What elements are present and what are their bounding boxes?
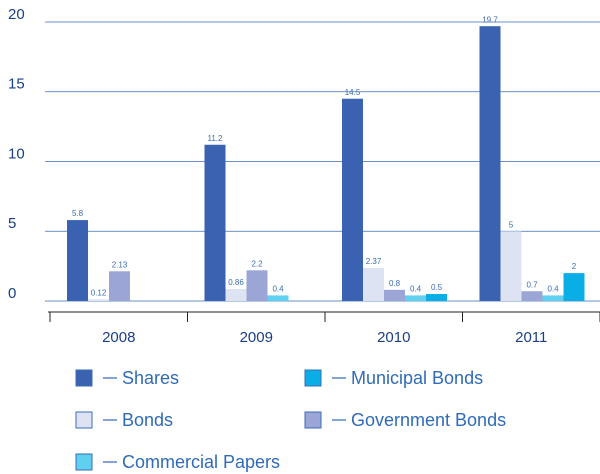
value-label: 2.13 xyxy=(112,260,128,269)
bar xyxy=(479,26,501,302)
value-label: 14.5 xyxy=(345,88,361,97)
bar xyxy=(342,98,363,301)
x-tick-label: 2010 xyxy=(377,329,410,346)
legend-label: Bonds xyxy=(122,410,173,430)
y-tick-label: 0 xyxy=(8,285,16,302)
value-label: 0.8 xyxy=(389,279,401,288)
legend-swatch xyxy=(304,411,322,429)
legend-swatch xyxy=(75,411,93,429)
x-tick-label: 2009 xyxy=(240,329,273,346)
legend-label: Municipal Bonds xyxy=(351,368,483,388)
bar xyxy=(225,289,247,301)
value-label: 2.2 xyxy=(251,259,263,268)
bar xyxy=(246,270,268,301)
value-label: 0.4 xyxy=(272,285,284,294)
value-label: 2.37 xyxy=(366,257,382,266)
y-tick-label: 5 xyxy=(8,215,16,232)
legend-label: Government Bonds xyxy=(351,410,506,430)
value-label: 0.4 xyxy=(547,285,559,294)
bar xyxy=(109,271,130,301)
legend-swatch xyxy=(304,369,322,387)
bar xyxy=(542,295,564,301)
bar xyxy=(267,295,289,301)
legend-label: Shares xyxy=(122,368,179,388)
y-tick-label: 20 xyxy=(8,6,25,23)
bar xyxy=(521,291,543,301)
value-label: 0.4 xyxy=(410,285,422,294)
legend-swatch xyxy=(75,369,93,387)
bar xyxy=(88,299,109,301)
value-label: 5.8 xyxy=(72,209,84,218)
bar xyxy=(67,220,88,301)
value-label: 0.5 xyxy=(431,283,443,292)
legend-swatch xyxy=(75,453,93,471)
y-tick-label: 10 xyxy=(8,145,25,162)
x-tick-label: 2008 xyxy=(102,329,135,346)
bar xyxy=(426,294,447,301)
value-label: 5 xyxy=(509,220,514,229)
legend-label: Commercial Papers xyxy=(122,452,280,472)
bar xyxy=(384,289,405,301)
bar xyxy=(500,231,522,301)
value-label: 19.7 xyxy=(482,15,498,24)
x-tick-label: 2011 xyxy=(515,329,547,346)
bar xyxy=(363,267,384,301)
value-label: 0.12 xyxy=(91,288,107,297)
value-label: 11.2 xyxy=(208,134,224,143)
value-label: 0.7 xyxy=(526,280,538,289)
bar xyxy=(405,295,426,301)
bar xyxy=(563,273,585,301)
value-label: 2 xyxy=(572,262,577,271)
bar xyxy=(204,144,226,301)
value-label: 0.86 xyxy=(228,278,244,287)
y-tick-label: 15 xyxy=(8,76,25,93)
